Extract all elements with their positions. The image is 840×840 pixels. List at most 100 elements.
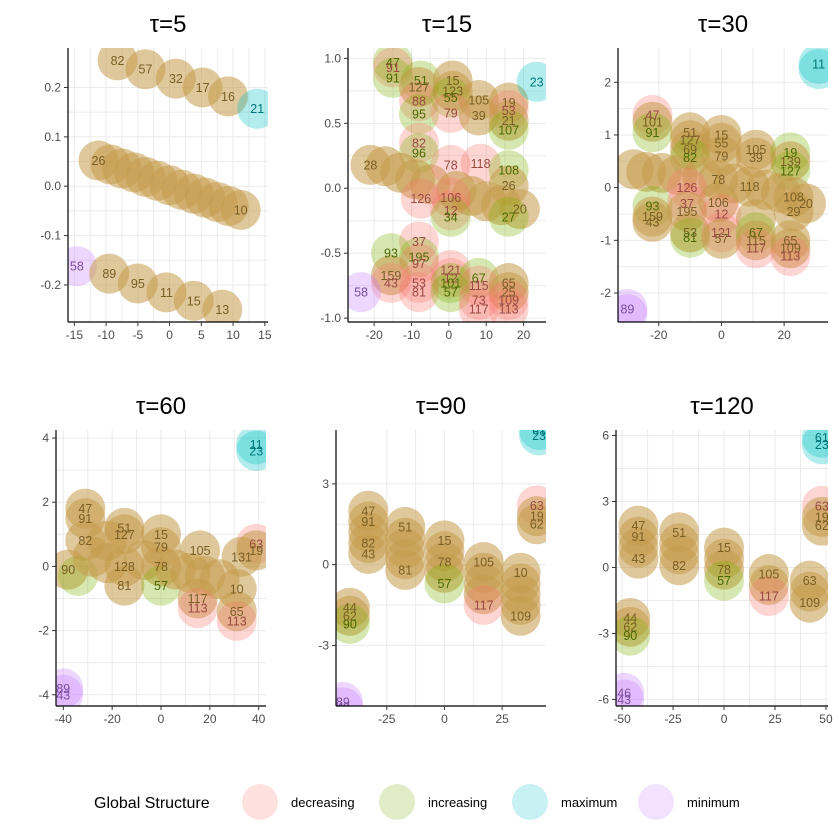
point-label: 29 [787, 205, 801, 219]
panel-title: τ=90 [416, 393, 466, 420]
point-label: 105 [468, 93, 489, 107]
point-marker [632, 112, 673, 153]
point-label: 107 [498, 123, 519, 137]
point-label: 10 [514, 566, 528, 580]
point-marker [56, 668, 84, 706]
point-label: 108 [498, 164, 519, 178]
point-marker [430, 190, 471, 231]
point-label: 78 [444, 158, 458, 172]
point-marker [336, 603, 370, 644]
point-label: 89 [336, 695, 350, 709]
point-marker [430, 257, 471, 298]
point-label: 127 [680, 134, 701, 148]
point-label: 63 [249, 537, 263, 551]
point-label: 78 [717, 563, 731, 577]
point-label: 57 [139, 63, 153, 77]
point-label: 15 [187, 294, 201, 308]
legend-title: Global Structure [94, 795, 210, 812]
point-label: 43 [646, 215, 660, 229]
point-marker [370, 263, 411, 304]
point-label: 46 [617, 686, 631, 700]
point-label: 91 [386, 61, 400, 75]
point-marker [458, 279, 499, 320]
point-marker [336, 687, 363, 706]
point-label: 81 [683, 231, 697, 245]
point-label: 65 [230, 605, 244, 619]
point-marker [398, 81, 439, 122]
point-label: 159 [381, 269, 402, 283]
y-tick-label: 3 [602, 494, 609, 508]
point-label: 63 [803, 574, 817, 588]
point-label: 117 [188, 592, 208, 606]
point-marker [236, 430, 266, 465]
point-label: 126 [677, 181, 698, 195]
y-tick-label: 6 [602, 428, 609, 442]
point-marker [398, 66, 439, 107]
point-marker [748, 576, 789, 617]
point-marker [398, 221, 439, 262]
x-tick-label: 20 [777, 328, 791, 342]
legend-key [512, 784, 548, 820]
point-label: 25 [502, 286, 516, 300]
point-label: 91 [361, 515, 375, 529]
point-label: 43 [56, 688, 70, 702]
y-tick-label: 2 [604, 75, 611, 89]
legend-key [242, 784, 278, 820]
x-tick-label: -10 [97, 328, 115, 342]
point-marker [770, 236, 811, 277]
x-tick-label: -10 [403, 328, 421, 342]
point-marker [458, 265, 499, 306]
point-label: 108 [783, 191, 804, 205]
point-marker [385, 550, 426, 591]
y-tick-label: 2 [42, 495, 49, 509]
point-label: 73 [472, 293, 486, 307]
point-label: 195 [677, 205, 698, 219]
legend-item-increasing: increasing [379, 784, 487, 820]
point-label: 19 [530, 510, 544, 524]
legend-item-minimum: minimum [638, 784, 740, 820]
point-marker [56, 674, 84, 706]
x-tick-label: -20 [650, 328, 668, 342]
point-marker [348, 533, 389, 574]
point-label: 10 [234, 203, 248, 217]
point-marker [430, 177, 471, 218]
point-marker [770, 141, 811, 182]
point-label: 57 [714, 232, 728, 246]
y-tick-label: 0.0 [324, 181, 341, 195]
point-label: 47 [361, 504, 375, 518]
point-label: 78 [154, 560, 168, 574]
x-tick-label: -25 [378, 712, 396, 726]
point-label: 44 [623, 612, 637, 626]
point-label: 61 [532, 424, 546, 438]
point-label: 26 [92, 154, 106, 168]
y-tick-label: 1.0 [324, 51, 341, 65]
point-label: 101 [440, 277, 461, 291]
y-tick-label: -6 [598, 692, 609, 706]
point-label: 19 [249, 544, 263, 558]
point-label: 79 [714, 150, 728, 164]
point-label: 109 [780, 242, 801, 256]
x-tick-label: 50 [819, 712, 833, 726]
x-tick-label: 25 [768, 712, 782, 726]
point-marker [616, 672, 645, 706]
point-label: 61 [815, 431, 829, 445]
x-tick-label: 0 [446, 328, 453, 342]
point-label: 32 [169, 72, 183, 86]
point-label: 47 [646, 108, 660, 122]
point-label: 43 [361, 547, 375, 561]
point-label: 96 [412, 147, 426, 161]
point-label: 20 [799, 197, 813, 211]
point-marker [202, 289, 243, 322]
point-label: 55 [714, 136, 728, 150]
point-label: 81 [412, 286, 426, 300]
panel-title: τ=30 [698, 11, 748, 38]
point-label: 10 [230, 582, 244, 596]
point-marker [500, 595, 541, 636]
point-label: 89 [102, 267, 116, 281]
point-marker [770, 228, 811, 269]
point-label: 15 [717, 541, 731, 555]
x-tick-label: 0 [718, 328, 725, 342]
